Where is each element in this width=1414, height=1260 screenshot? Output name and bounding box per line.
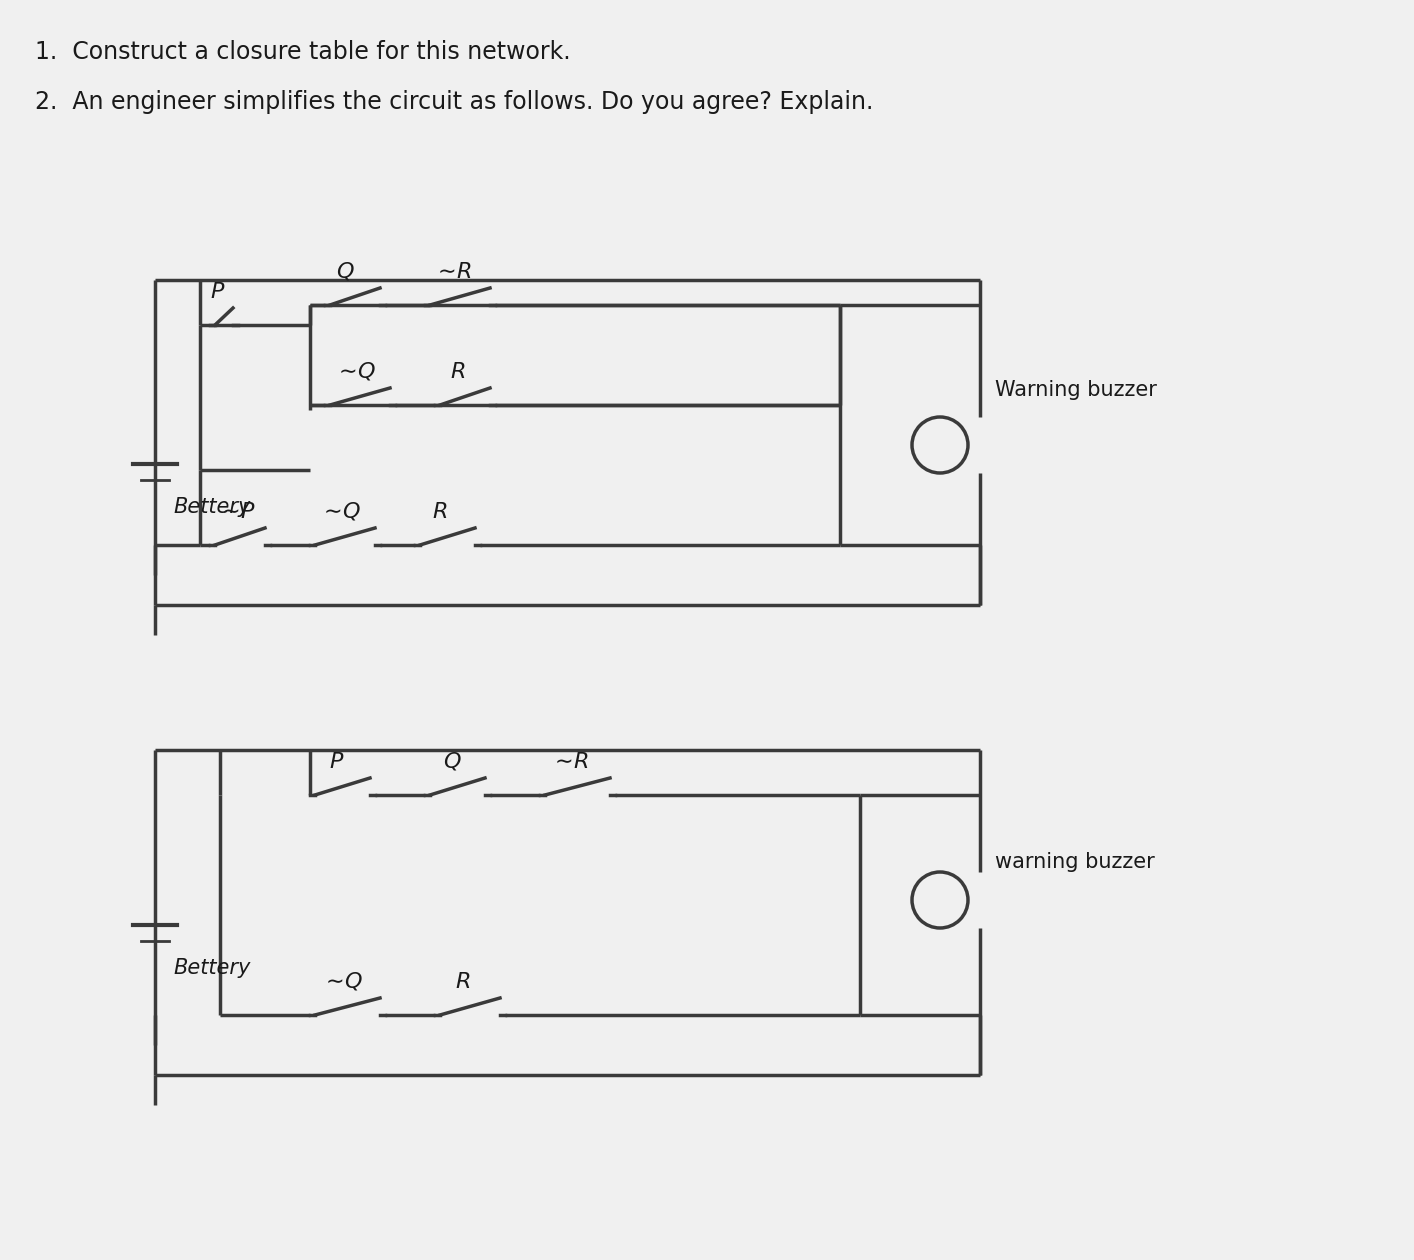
Text: 1.  Construct a closure table for this network.: 1. Construct a closure table for this ne…	[35, 40, 571, 64]
Text: $R$: $R$	[455, 971, 471, 993]
Text: $\sim\!R$: $\sim\!R$	[434, 261, 472, 284]
Text: 2.  An engineer simplifies the circuit as follows. Do you agree? Explain.: 2. An engineer simplifies the circuit as…	[35, 89, 874, 113]
Text: $\sim\!Q$: $\sim\!Q$	[334, 362, 376, 383]
Text: warning buzzer: warning buzzer	[995, 852, 1155, 872]
Text: Bettery: Bettery	[173, 958, 250, 978]
Text: Bettery: Bettery	[173, 498, 250, 518]
Text: $\sim\!R$: $\sim\!R$	[550, 751, 590, 772]
Text: $R$: $R$	[433, 501, 448, 523]
Text: $Q$: $Q$	[335, 261, 355, 284]
Text: $\sim\!P$: $\sim\!P$	[218, 501, 256, 523]
Text: $R$: $R$	[450, 362, 465, 383]
Text: $P$: $P$	[211, 281, 226, 302]
Text: $\sim\!Q$: $\sim\!Q$	[318, 501, 361, 523]
Text: Warning buzzer: Warning buzzer	[995, 381, 1157, 399]
Text: $\sim\!Q$: $\sim\!Q$	[321, 971, 363, 993]
Text: $Q$: $Q$	[443, 751, 461, 772]
Text: $P$: $P$	[329, 751, 345, 772]
